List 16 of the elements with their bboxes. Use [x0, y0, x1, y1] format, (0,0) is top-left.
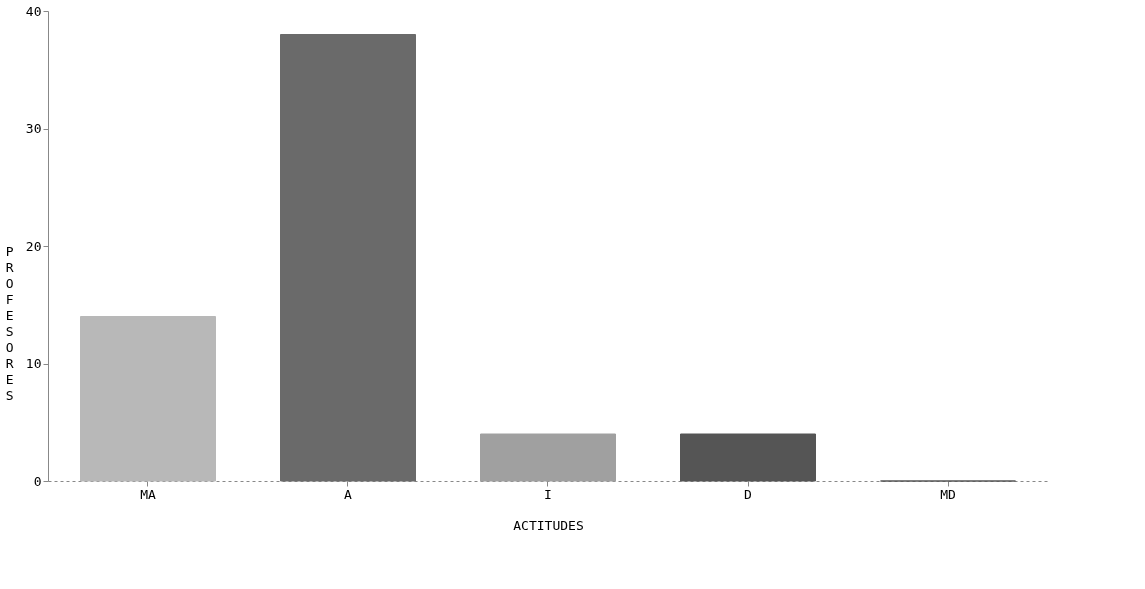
bar — [80, 316, 216, 482]
x-axis-title: ACTITUDES — [513, 517, 584, 533]
bar — [280, 34, 416, 482]
x-tick-label: D — [744, 486, 753, 502]
text: PROFESORES — [5, 243, 14, 403]
bar — [480, 433, 616, 482]
x-tick-label: MA — [140, 486, 156, 502]
x-tick-label: I — [544, 486, 552, 502]
x-tick-label: MD — [940, 486, 956, 502]
y-tick-label: 30 — [25, 121, 42, 136]
y-tick-label: 40 — [25, 3, 42, 19]
y-tick-label: 0 — [33, 473, 42, 489]
bar — [680, 433, 816, 482]
y-tick-label: 10 — [25, 356, 42, 371]
y-tick-label: 20 — [25, 238, 42, 254]
x-tick-label: A — [344, 486, 353, 502]
